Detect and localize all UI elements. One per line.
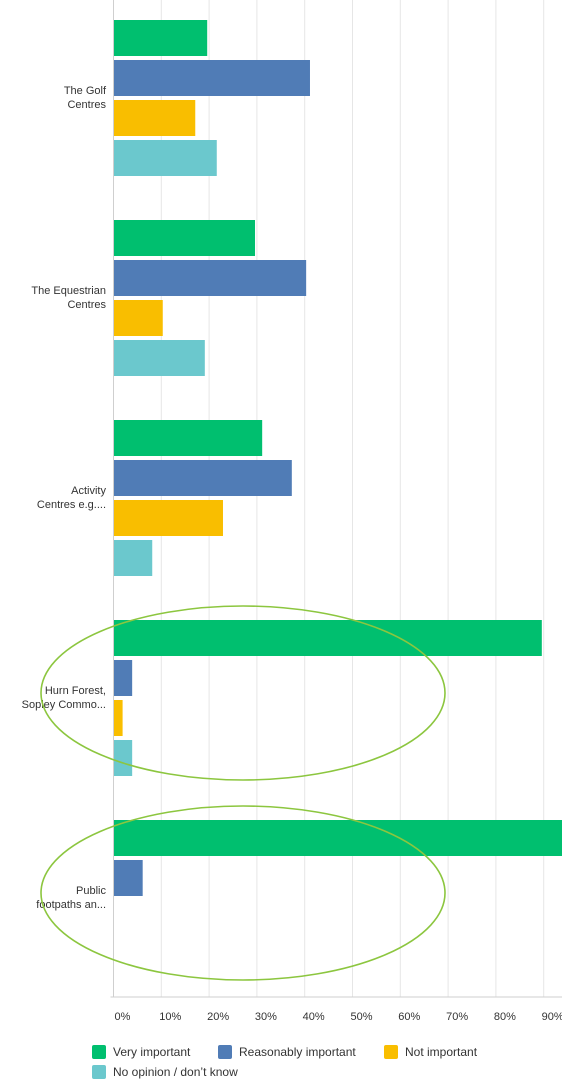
bar [114, 660, 133, 696]
x-tick-label: 40% [303, 1011, 325, 1023]
category-label-line: Sopley Commo... [22, 699, 106, 711]
bar [114, 300, 163, 336]
x-axis-ticks: 0% 10% 20% 30% 40% 50% 60% 70% 80% 90% [115, 1011, 562, 1023]
x-tick-label: 10% [159, 1011, 181, 1023]
bar [114, 220, 256, 256]
bar [114, 60, 310, 96]
legend-item: Not important [384, 1045, 477, 1059]
x-tick-label: 30% [255, 1011, 277, 1023]
category-label: The Golf Centres [64, 85, 107, 111]
category-label: Hurn Forest, Sopley Commo... [22, 685, 106, 711]
bar [114, 540, 153, 576]
highlight-ellipse [40, 805, 446, 981]
bar [114, 460, 292, 496]
bar [114, 140, 217, 176]
legend-item: No opinion / don’t know [92, 1065, 238, 1079]
category-label: Activity Centres e.g.... [37, 485, 107, 511]
legend-swatch [218, 1045, 232, 1059]
category-label-line: footpaths an... [36, 899, 106, 911]
legend-label: Reasonably important [239, 1045, 356, 1059]
category-label-line: Public [76, 885, 106, 897]
bar [114, 820, 562, 856]
category-label-line: Activity [71, 485, 106, 497]
legend-swatch [92, 1065, 106, 1079]
bar [114, 700, 123, 736]
category-labels: The Golf Centres The Equestrian Centres Acti… [22, 85, 107, 911]
x-tick-label: 20% [207, 1011, 229, 1023]
bar [114, 20, 208, 56]
legend-swatch [92, 1045, 106, 1059]
x-tick-label: 60% [398, 1011, 420, 1023]
legend-label: No opinion / don’t know [113, 1065, 238, 1079]
bar-chart: The Golf Centres The Equestrian Centres Acti… [22, 0, 562, 1023]
bars [114, 20, 562, 896]
legend-swatch [384, 1045, 398, 1059]
bar [114, 500, 223, 536]
x-tick-label: 80% [494, 1011, 516, 1023]
bar [114, 260, 307, 296]
bar [114, 340, 205, 376]
bar [114, 860, 143, 896]
legend-item: Very important [92, 1045, 190, 1059]
x-tick-label: 50% [350, 1011, 372, 1023]
category-label: The Equestrian Centres [31, 285, 106, 311]
category-label-line: Hurn Forest, [45, 685, 106, 697]
legend-label: Not important [405, 1045, 478, 1059]
legend-label: Very important [113, 1045, 191, 1059]
x-tick-label: 0% [115, 1011, 131, 1023]
legend-item: Reasonably important [218, 1045, 356, 1059]
highlight-ellipse [40, 605, 446, 781]
x-tick-label: 70% [446, 1011, 468, 1023]
category-label: Public footpaths an... [36, 885, 106, 911]
category-label-line: The Golf [64, 85, 107, 97]
category-label-line: Centres [67, 299, 106, 311]
highlight-ellipses [40, 605, 446, 981]
bar [114, 740, 133, 776]
bar [114, 420, 263, 456]
category-label-line: Centres e.g.... [37, 499, 106, 511]
x-tick-label: 90% [542, 1011, 562, 1023]
category-label-line: Centres [67, 99, 106, 111]
bar [114, 100, 196, 136]
bar [114, 620, 542, 656]
category-label-line: The Equestrian [31, 285, 106, 297]
